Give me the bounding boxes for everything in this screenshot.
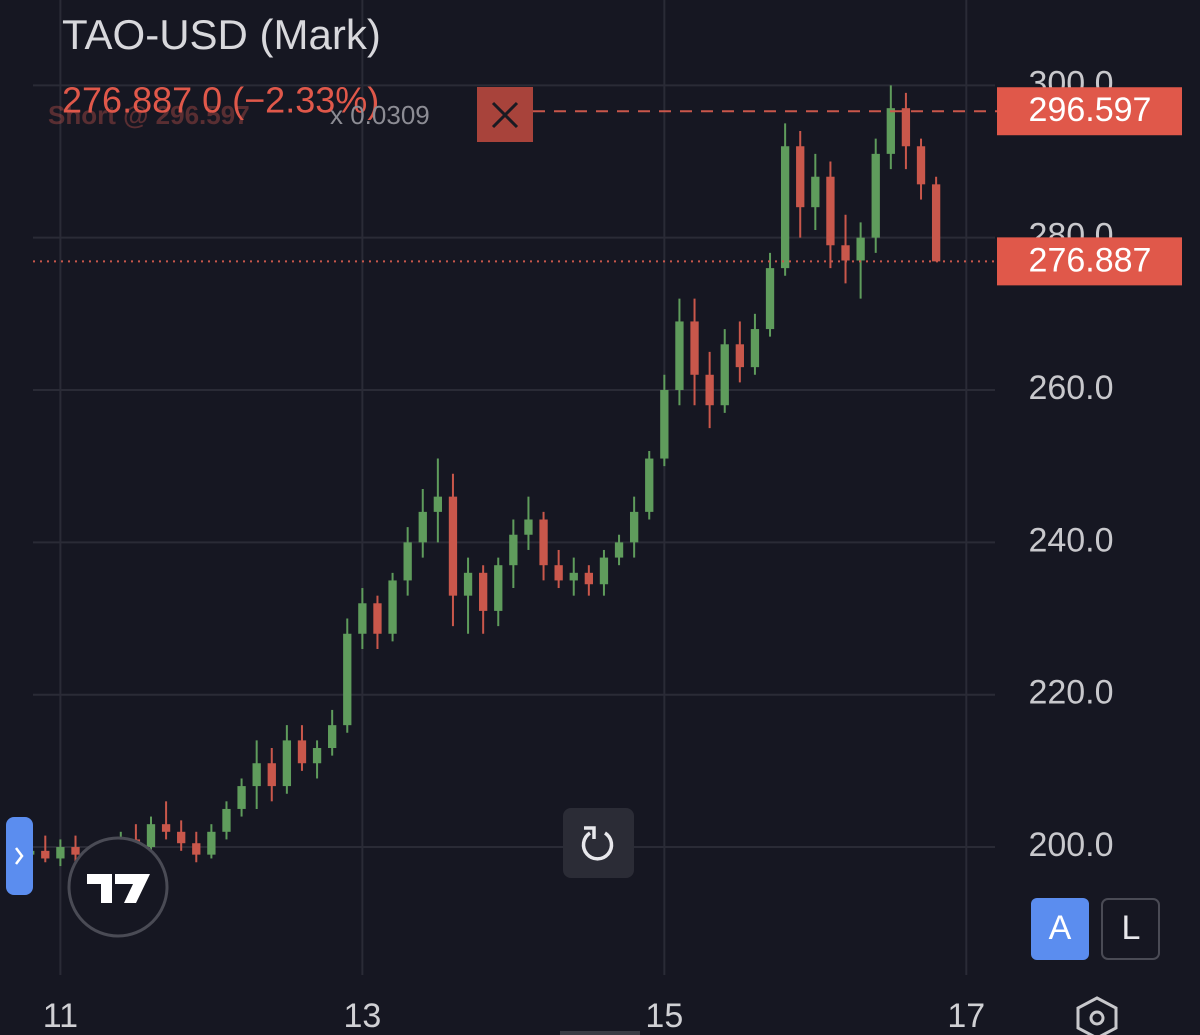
candle-body xyxy=(509,534,518,566)
y-tick-label: 220.0 xyxy=(1028,674,1113,712)
auto-bg xyxy=(1031,898,1089,960)
candle-body xyxy=(599,557,609,585)
candle-body xyxy=(539,519,548,566)
candle-body xyxy=(373,603,382,634)
position-size: x 0.0309 xyxy=(330,100,430,130)
candle-body xyxy=(312,748,322,764)
x-tick-label: 13 xyxy=(343,997,381,1035)
last-price-tag xyxy=(997,237,1182,286)
settings-button[interactable] xyxy=(1076,996,1118,1035)
candle-body xyxy=(222,808,231,832)
candle-body xyxy=(886,108,895,154)
candle-body xyxy=(916,146,926,185)
logo-mark xyxy=(87,874,150,903)
candle-body xyxy=(796,146,805,208)
side-tab-bg xyxy=(6,817,33,895)
candle-body xyxy=(388,580,397,634)
candle-body xyxy=(735,344,744,368)
candle-body xyxy=(448,496,458,596)
close-icon xyxy=(491,101,519,129)
auto-scale-button[interactable]: A xyxy=(1031,898,1089,960)
candle-body xyxy=(675,321,684,390)
close-position-button[interactable] xyxy=(477,87,533,142)
candle-body xyxy=(237,786,246,809)
candle-body xyxy=(41,850,50,859)
log-bg xyxy=(1101,898,1160,960)
settings-dot xyxy=(1089,1010,1105,1026)
candle-body xyxy=(765,268,775,330)
logo-dot xyxy=(117,874,127,884)
logo-ring xyxy=(67,836,169,938)
candle-body xyxy=(871,153,880,238)
candle-body xyxy=(56,847,65,859)
y-tick-label: 240.0 xyxy=(1028,521,1113,559)
scrollbar[interactable] xyxy=(560,1031,640,1035)
candle-body xyxy=(282,740,292,787)
reset-bg xyxy=(563,808,634,878)
x-tick-label: 15 xyxy=(645,997,683,1035)
settings-hex xyxy=(1076,996,1118,1035)
position-label: Short @ 296.597 xyxy=(48,100,250,130)
candle-body xyxy=(524,519,533,535)
candle-body xyxy=(252,763,261,787)
side-tab[interactable] xyxy=(6,817,33,895)
candle-body xyxy=(146,824,156,848)
candle-body xyxy=(645,458,654,512)
candle-body xyxy=(705,374,714,406)
tv-logo[interactable] xyxy=(67,836,169,938)
candle-body xyxy=(584,572,593,585)
x-tick-label: 17 xyxy=(947,997,985,1035)
reset-icon xyxy=(581,831,614,861)
position-tag xyxy=(997,87,1182,136)
candle-body xyxy=(811,176,820,208)
log-label: L xyxy=(1122,909,1141,947)
candle-body xyxy=(207,831,216,855)
last-price-tag-label: 276.887 xyxy=(1029,241,1152,279)
candle-body xyxy=(418,511,427,543)
candle-body xyxy=(780,146,790,269)
auto-label: A xyxy=(1049,909,1072,947)
candle-body xyxy=(614,542,624,558)
log-scale-button[interactable]: L xyxy=(1101,898,1160,960)
candle-body xyxy=(750,329,760,368)
candle-body xyxy=(463,572,473,596)
candle-body xyxy=(177,831,186,844)
candle-body xyxy=(690,321,699,375)
candle-body xyxy=(192,843,201,855)
candle-body xyxy=(267,763,276,787)
candle-body xyxy=(494,565,503,611)
candle-body xyxy=(161,824,171,832)
candle-body xyxy=(328,725,337,749)
candle-body xyxy=(660,390,669,459)
candle-body xyxy=(554,565,563,581)
reset-button[interactable] xyxy=(563,808,634,878)
candle-body xyxy=(720,344,729,406)
reset-arrow xyxy=(584,826,596,839)
side-tab-icon xyxy=(15,847,24,865)
candle-body xyxy=(358,603,367,634)
quote: 276.887 0 (−2.33%) xyxy=(62,80,379,121)
candle-body xyxy=(297,740,307,764)
candle-body xyxy=(826,176,835,246)
candle-body xyxy=(856,237,865,261)
candle-body xyxy=(841,245,850,261)
candle-body xyxy=(433,496,443,512)
candle-body xyxy=(569,572,578,581)
candle-body xyxy=(629,511,639,543)
candle-body xyxy=(931,184,941,262)
candle-body xyxy=(71,847,80,855)
candle-body xyxy=(403,542,412,581)
candle-body xyxy=(479,572,488,611)
x-tick-label: 11 xyxy=(43,997,78,1035)
candle-body xyxy=(901,108,911,147)
y-tick-label: 200.0 xyxy=(1028,826,1113,864)
position-tag-label: 296.597 xyxy=(1029,91,1152,129)
y-tick-label: 260.0 xyxy=(1028,369,1113,407)
candle-body xyxy=(343,633,352,726)
title: TAO-USD (Mark) xyxy=(62,11,381,58)
